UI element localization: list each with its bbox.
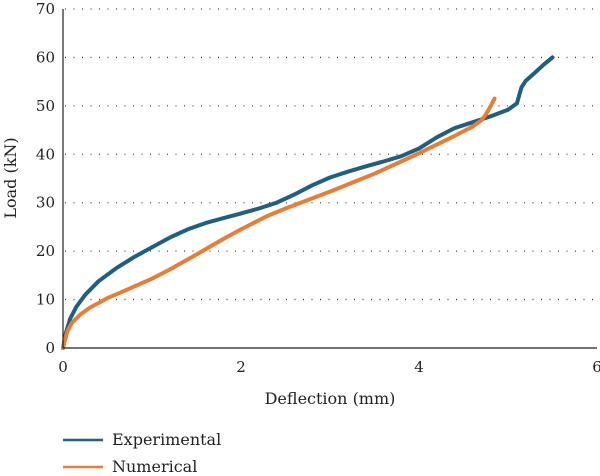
x-tick-label: 6	[592, 358, 600, 376]
y-axis-title: Load (kN)	[1, 137, 20, 218]
series-line-numerical	[61, 96, 497, 350]
x-tick-label: 2	[236, 358, 246, 376]
y-tick-label: 30	[36, 194, 55, 212]
legend-label-numerical: Numerical	[112, 457, 197, 476]
legend: Experimental Numerical	[63, 430, 221, 476]
x-axis-title: Deflection (mm)	[265, 389, 396, 408]
tick-labels: 0 10 20 30 40 50 60 70 0 2 4 6	[36, 0, 600, 376]
axes	[62, 9, 597, 349]
series-line-experimental	[61, 55, 555, 350]
y-tick-label: 40	[36, 145, 55, 163]
y-tick-label: 20	[36, 242, 55, 260]
y-tick-label: 60	[36, 48, 55, 66]
y-tick-label: 0	[45, 339, 55, 357]
legend-label-experimental: Experimental	[112, 430, 221, 449]
y-tick-label: 10	[36, 291, 55, 309]
x-tick-label: 4	[414, 358, 424, 376]
x-tick-label: 0	[58, 358, 68, 376]
series-lines	[61, 55, 555, 350]
y-tick-label: 50	[36, 97, 55, 115]
grid-lines	[65, 8, 597, 301]
y-tick-label: 70	[36, 0, 55, 18]
